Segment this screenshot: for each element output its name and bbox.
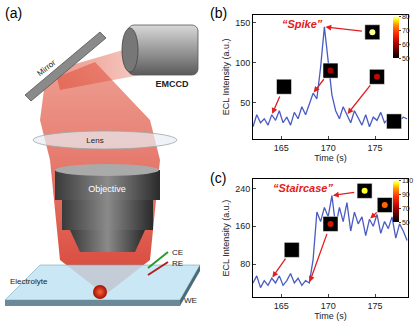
svg-text:CE: CE [172, 248, 183, 257]
svg-text:ECL Intensity (a.u.): ECL Intensity (a.u.) [221, 38, 231, 115]
svg-text:ECL Intensity (a.u.): ECL Intensity (a.u.) [221, 200, 231, 277]
svg-text:WE: WE [184, 296, 197, 305]
svg-text:(b): (b) [210, 5, 227, 21]
svg-text:(c): (c) [210, 170, 226, 186]
svg-text:80: 80 [240, 259, 250, 269]
svg-text:EMCCD: EMCCD [156, 79, 189, 89]
svg-text:50: 50 [402, 55, 410, 62]
svg-text:240: 240 [235, 184, 250, 194]
svg-text:100: 100 [235, 58, 250, 68]
svg-text:165: 165 [274, 143, 289, 153]
svg-text:Time (s): Time (s) [314, 311, 347, 321]
svg-text:80: 80 [402, 13, 410, 20]
svg-text:50: 50 [402, 219, 410, 226]
svg-text:(a): (a) [5, 5, 22, 21]
svg-text:170: 170 [321, 301, 336, 311]
svg-text:60: 60 [402, 41, 410, 48]
svg-text:Mirror: Mirror [35, 58, 57, 78]
svg-text:RE: RE [172, 259, 183, 268]
svg-text:160: 160 [235, 221, 250, 231]
svg-text:Time (s): Time (s) [314, 153, 347, 163]
svg-text:“Staircase”: “Staircase” [273, 182, 333, 194]
svg-text:110: 110 [402, 177, 413, 184]
svg-text:50: 50 [240, 98, 250, 108]
svg-text:Lens: Lens [86, 136, 103, 145]
svg-text:175: 175 [368, 301, 383, 311]
svg-text:“Spike”: “Spike” [282, 18, 323, 30]
svg-text:150: 150 [235, 18, 250, 28]
svg-text:70: 70 [402, 205, 410, 212]
svg-text:170: 170 [321, 143, 336, 153]
svg-text:175: 175 [368, 143, 383, 153]
svg-text:165: 165 [274, 301, 289, 311]
svg-text:70: 70 [402, 27, 410, 34]
svg-text:Electrolyte: Electrolyte [10, 277, 48, 286]
svg-text:Objective: Objective [88, 184, 126, 194]
svg-text:90: 90 [402, 191, 410, 198]
